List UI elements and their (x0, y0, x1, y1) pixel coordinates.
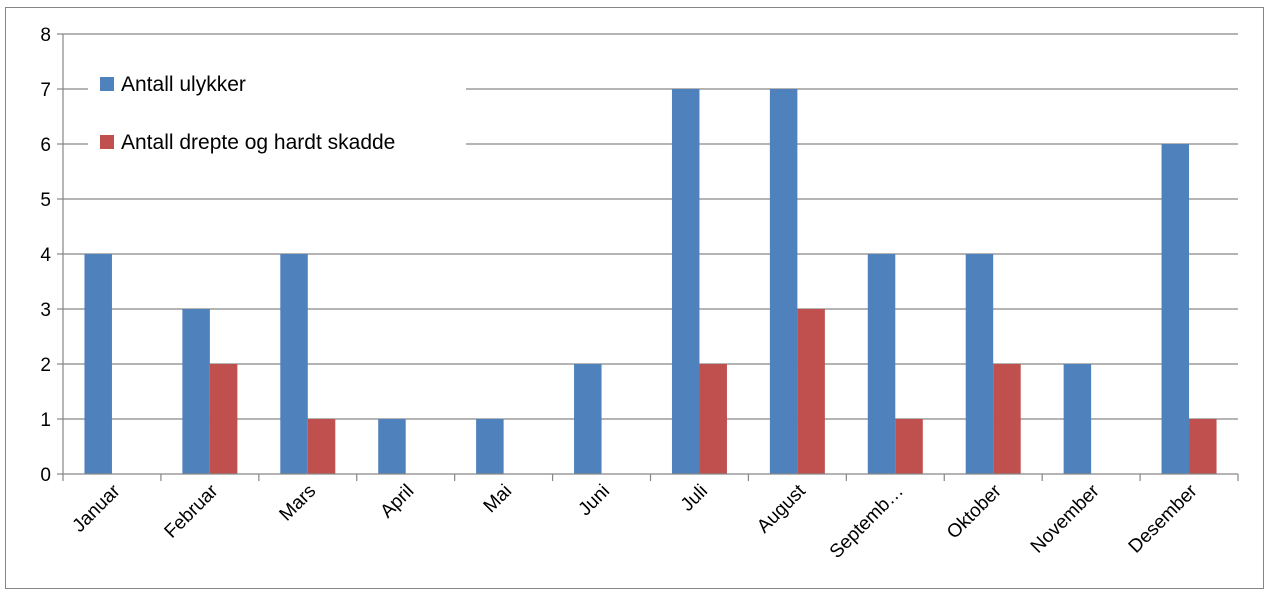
legend-label-2: Antall drepte og hardt skadde (121, 131, 395, 154)
x-tick-label: Mai (480, 481, 517, 518)
bar-ulykker-5 (476, 419, 504, 474)
bar-drepte-9 (895, 419, 923, 474)
y-tick-label: 2 (40, 355, 51, 376)
y-tick-label: 5 (40, 190, 51, 211)
bar-drepte-12 (1189, 419, 1217, 474)
bar-ulykker-1 (84, 254, 112, 474)
x-tick-label: November (1027, 480, 1104, 557)
bar-drepte-10 (993, 364, 1021, 474)
x-tick-label: Mars (276, 481, 321, 526)
y-tick-label: 7 (40, 80, 51, 101)
bar-ulykker-10 (965, 254, 994, 474)
y-tick-label: 4 (40, 245, 51, 266)
bar-ulykker-8 (769, 89, 798, 474)
x-tick-labels: Januar Februar Mars April Mai Juni Juli August S… (69, 480, 1202, 563)
gridlines (63, 33, 1238, 420)
x-tick-label: Januar (69, 480, 125, 536)
y-tick-label: 0 (40, 465, 51, 486)
bar-ulykker-3 (280, 254, 308, 474)
bar-ulykker-11 (1063, 364, 1092, 474)
axes (57, 33, 1239, 481)
legend: Antall ulykker Antall drepte og hardt ska… (88, 40, 466, 175)
bar-ulykker-12 (1161, 144, 1190, 474)
x-tick-label: Septemb… (826, 481, 908, 563)
y-tick-label: 1 (40, 410, 51, 431)
y-tick-label: 3 (40, 300, 51, 321)
x-tick-label: Juni (575, 481, 614, 520)
bar-drepte-2 (209, 364, 238, 474)
y-tick-label: 6 (40, 135, 51, 156)
bars (84, 89, 1217, 474)
legend-swatch-1 (100, 77, 114, 91)
legend-swatch-2 (100, 135, 114, 149)
bar-drepte-7 (699, 364, 727, 474)
x-tick-label: April (377, 481, 419, 523)
bar-ulykker-7 (671, 89, 700, 474)
bar-drepte-8 (797, 309, 825, 474)
bar-ulykker-6 (574, 364, 602, 474)
legend-box (88, 40, 466, 175)
bar-ulykker-4 (378, 419, 406, 474)
x-tick-label: Oktober (943, 480, 1006, 543)
x-tick-label: August (753, 480, 810, 537)
bar-drepte-3 (307, 419, 336, 474)
x-tick-label: Februar (161, 480, 223, 542)
bar-ulykker-2 (182, 309, 210, 474)
x-tick-label: Juli (677, 481, 712, 516)
bar-ulykker-9 (867, 254, 896, 474)
y-tick-label: 8 (40, 25, 51, 46)
x-tick-label: Desember (1125, 480, 1202, 557)
y-tick-labels: 0 1 2 3 4 5 6 7 8 (40, 25, 51, 486)
legend-label-1: Antall ulykker (121, 73, 246, 96)
